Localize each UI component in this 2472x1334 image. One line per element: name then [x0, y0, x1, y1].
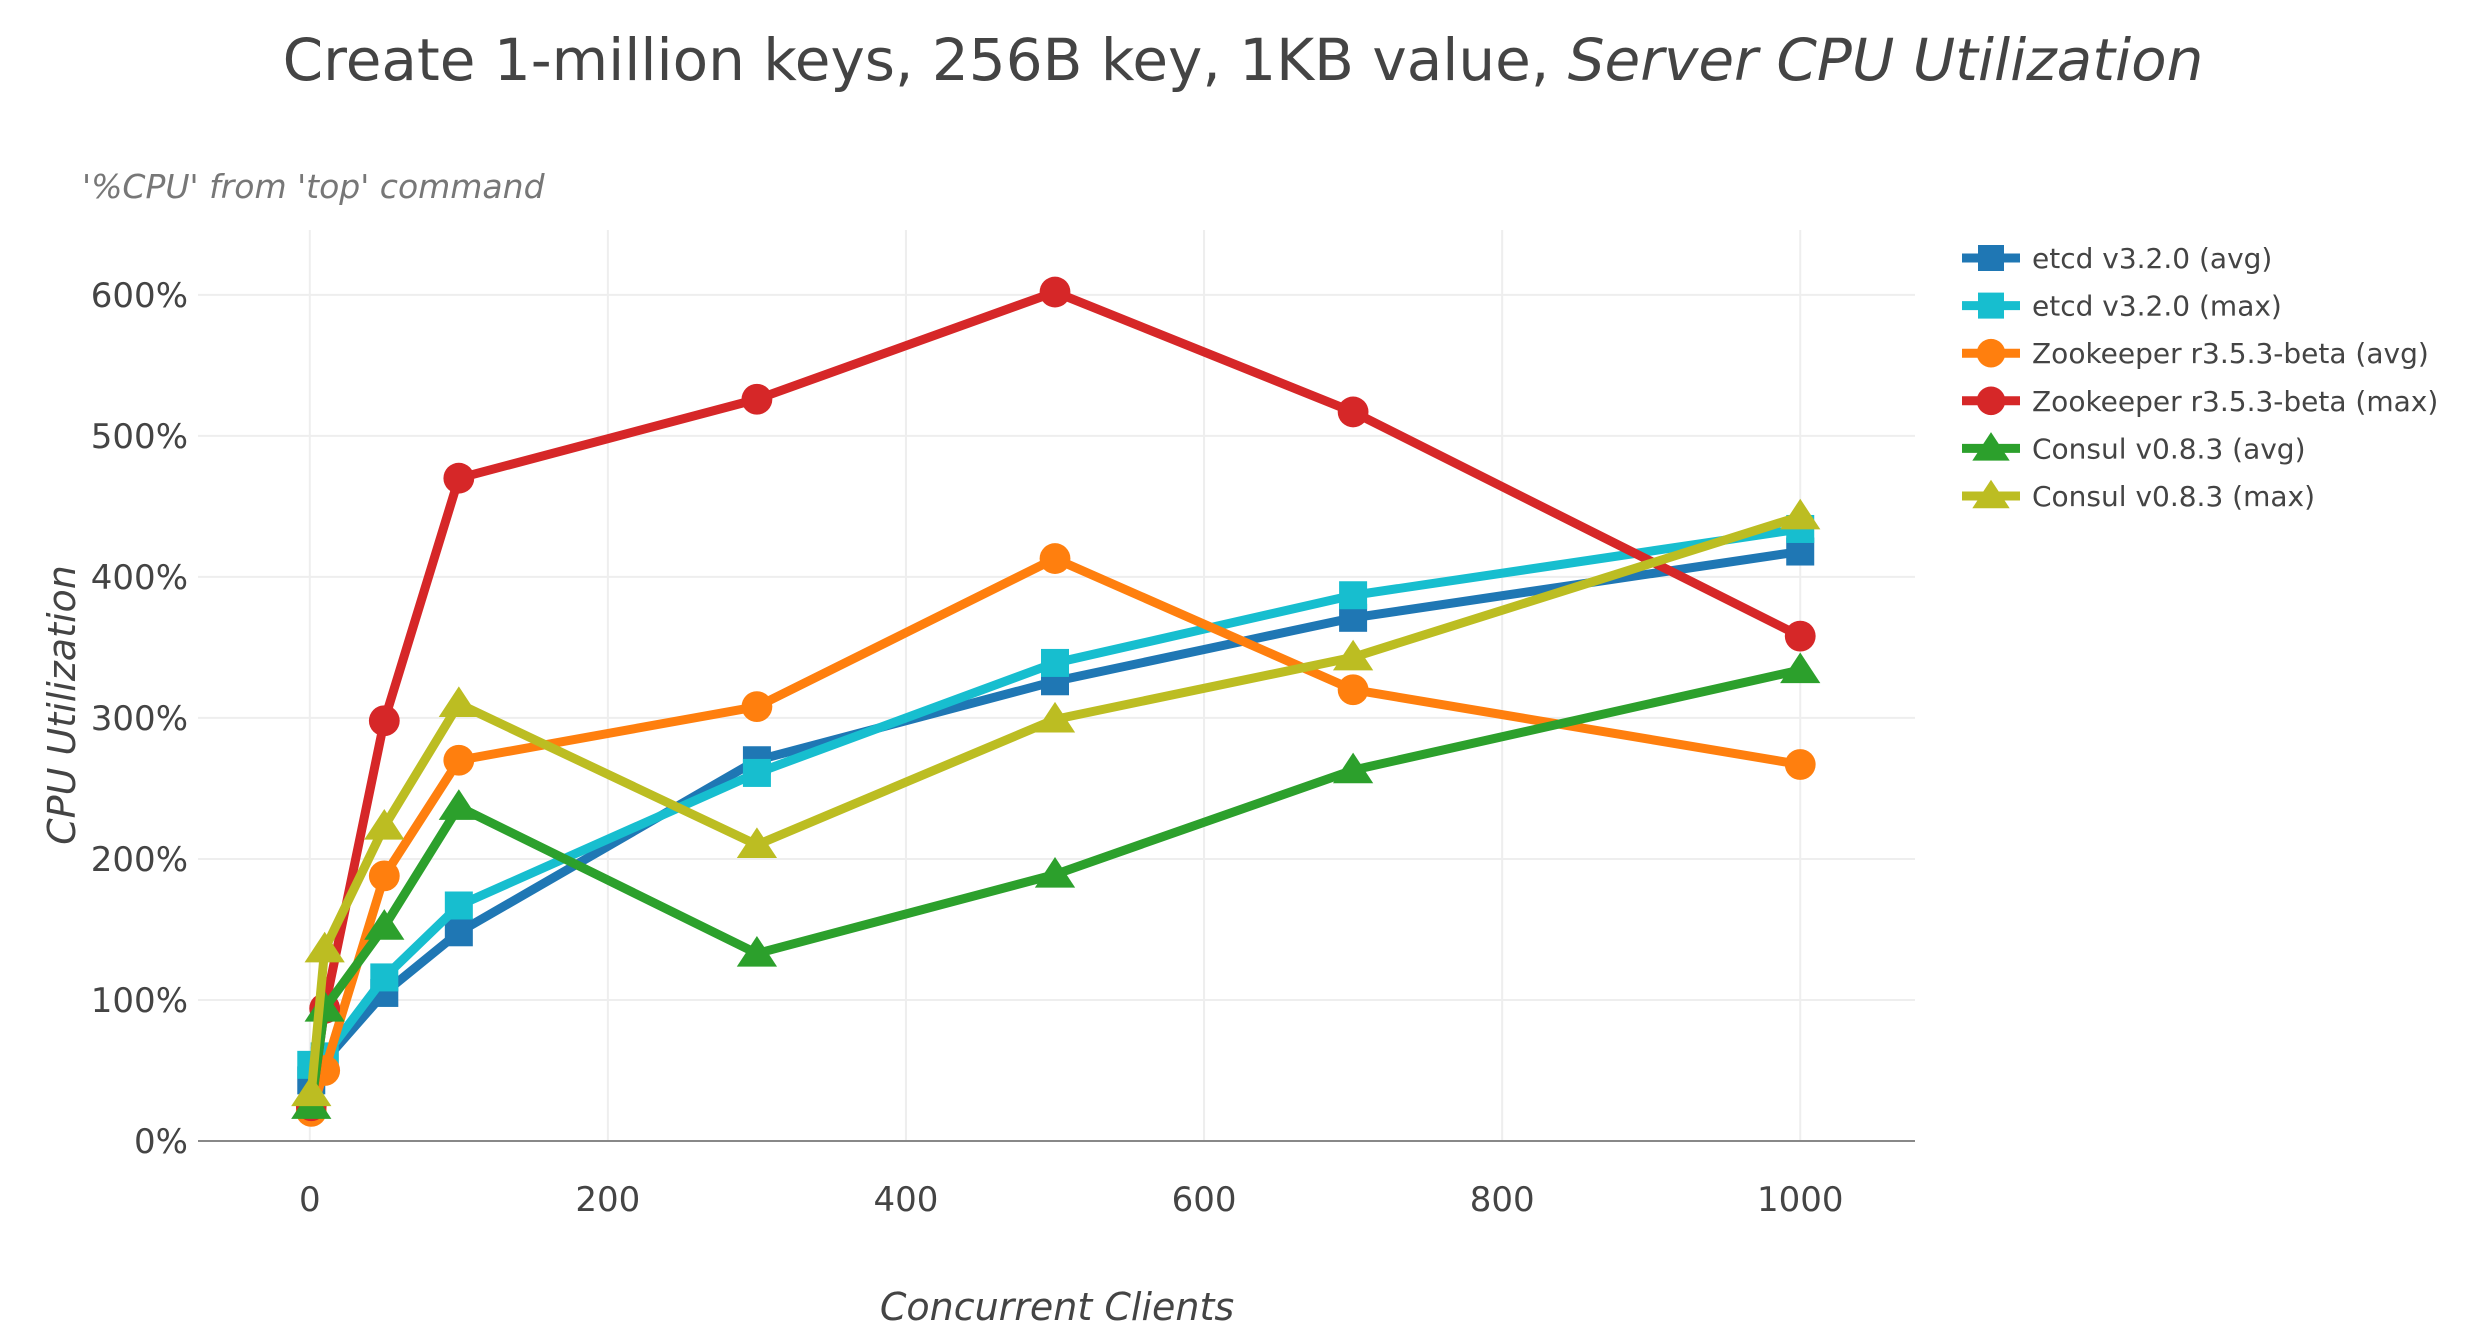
series-1 [297, 514, 1815, 1079]
data-point [1034, 856, 1076, 888]
legend-item[interactable]: Zookeeper r3.5.3-beta (avg) [1962, 337, 2429, 370]
data-point [368, 860, 400, 892]
data-point [1337, 674, 1369, 706]
series-line [306, 665, 1802, 1107]
data-point [443, 462, 475, 494]
legend-item[interactable]: Consul v0.8.3 (max) [1962, 479, 2315, 513]
data-point [1034, 701, 1076, 733]
series-line [306, 554, 1801, 1113]
legend-marker [1972, 479, 2010, 509]
series-line [307, 547, 1801, 1083]
x-tick-label: 600 [1172, 1180, 1237, 1220]
data-point [741, 383, 773, 415]
data-point [1784, 749, 1816, 780]
legend-item[interactable]: Zookeeper r3.5.3-beta (max) [1962, 385, 2438, 418]
data-point [291, 1075, 332, 1107]
series-4 [291, 652, 1821, 1119]
data-point [364, 809, 405, 840]
y-tick-label: 600% [91, 276, 188, 316]
data-point [1339, 581, 1368, 610]
x-tick-label: 1000 [1757, 1180, 1844, 1220]
data-point [736, 827, 778, 858]
data-point [364, 909, 405, 940]
legend-marker [1976, 338, 2006, 368]
data-point [1784, 620, 1816, 652]
x-tick-label: 0 [299, 1180, 321, 1220]
data-point [370, 963, 399, 992]
data-point [1332, 752, 1374, 784]
legend-marker [1976, 386, 2006, 416]
y-tick-label: 500% [91, 417, 188, 457]
chart-title: Create 1-million keys, 256B key, 1KB val… [283, 26, 2204, 94]
data-point [438, 789, 479, 820]
y-tick-label: 400% [91, 558, 188, 598]
legend-label: etcd v3.2.0 (max) [2032, 290, 2282, 323]
x-axis-title: Concurrent Clients [880, 1285, 1234, 1329]
ticks: 0 200 400 600 800 1000 0% 100% 200% 300% 400% 500% 6… [91, 276, 1844, 1220]
legend-item[interactable]: etcd v3.2.0 (max) [1962, 290, 2282, 323]
series-line [306, 511, 1802, 1094]
data-point [444, 891, 473, 920]
y-tick-label: 300% [91, 699, 188, 739]
legend-marker [1972, 432, 2010, 461]
x-tick-label: 200 [575, 1180, 640, 1220]
series-line [308, 524, 1801, 1069]
legend-label: Zookeeper r3.5.3-beta (max) [2032, 385, 2438, 418]
data-point [742, 758, 771, 787]
chart-annotation: '%CPU' from 'top' command [82, 167, 546, 206]
x-tick-label: 800 [1470, 1180, 1535, 1220]
x-tick-label: 400 [874, 1180, 939, 1220]
series-3 [295, 276, 1816, 1122]
data-point [1780, 652, 1821, 684]
legend[interactable]: etcd v3.2.0 (avg) etcd v3.2.0 (max) Zookee… [1962, 242, 2438, 513]
data-point [1041, 648, 1070, 677]
legend-label: Consul v0.8.3 (max) [2032, 480, 2315, 513]
data-point [438, 686, 479, 717]
series-group [291, 276, 1821, 1127]
data-point [444, 918, 473, 947]
legend-item[interactable]: etcd v3.2.0 (avg) [1962, 242, 2272, 275]
legend-label: Zookeeper r3.5.3-beta (avg) [2032, 337, 2429, 370]
legend-label: etcd v3.2.0 (avg) [2032, 242, 2272, 275]
data-point [304, 931, 345, 963]
data-point [736, 935, 778, 967]
data-point [368, 705, 400, 737]
data-point [1039, 543, 1071, 574]
y-tick-label: 100% [91, 981, 188, 1021]
y-tick-label: 0% [134, 1122, 188, 1162]
data-point [443, 744, 475, 776]
series-0 [297, 537, 1815, 1095]
legend-label: Consul v0.8.3 (avg) [2032, 432, 2306, 465]
series-line [306, 287, 1803, 1107]
series-5 [291, 498, 1821, 1107]
data-point [1039, 276, 1071, 308]
legend-marker [1978, 292, 2004, 319]
data-point [1337, 396, 1369, 428]
y-axis-title: CPU Utilization [40, 565, 84, 845]
data-point [1780, 498, 1821, 530]
legend-item[interactable]: Consul v0.8.3 (avg) [1962, 432, 2306, 465]
legend-marker [1978, 245, 2004, 271]
y-tick-label: 200% [91, 840, 188, 880]
data-point [741, 691, 773, 723]
data-point [1332, 639, 1374, 671]
